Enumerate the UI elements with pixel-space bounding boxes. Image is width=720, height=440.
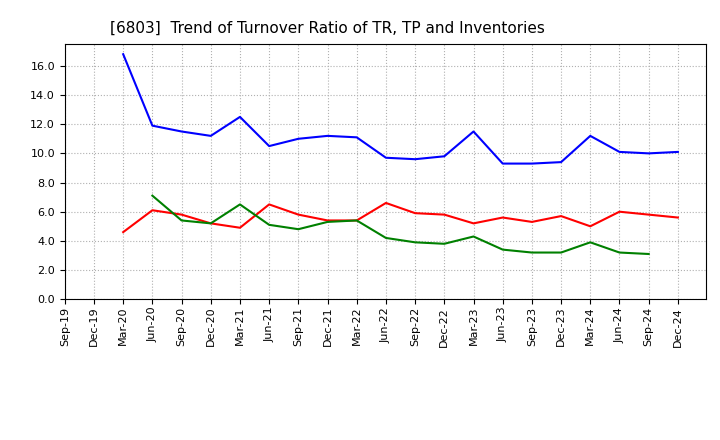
Inventories (469, 234, 478, 239)
Trade Payables (294, 136, 302, 141)
Trade Receivables (411, 210, 420, 216)
Trade Payables (235, 114, 244, 120)
Trade Payables (382, 155, 390, 161)
Trade Payables (557, 159, 565, 165)
Trade Receivables (382, 200, 390, 205)
Trade Payables (440, 154, 449, 159)
Inventories (235, 202, 244, 207)
Trade Receivables (177, 212, 186, 217)
Trade Receivables (440, 212, 449, 217)
Trade Receivables (119, 230, 127, 235)
Inventories (352, 218, 361, 223)
Trade Payables (469, 129, 478, 134)
Trade Payables (352, 135, 361, 140)
Trade Payables (265, 143, 274, 149)
Trade Receivables (207, 221, 215, 226)
Inventories (586, 240, 595, 245)
Trade Payables (528, 161, 536, 166)
Trade Receivables (498, 215, 507, 220)
Trade Payables (323, 133, 332, 139)
Trade Receivables (469, 221, 478, 226)
Trade Payables (177, 129, 186, 134)
Trade Receivables (557, 213, 565, 219)
Trade Receivables (644, 212, 653, 217)
Trade Receivables (615, 209, 624, 214)
Trade Payables (615, 149, 624, 154)
Trade Receivables (528, 219, 536, 224)
Text: [6803]  Trend of Turnover Ratio of TR, TP and Inventories: [6803] Trend of Turnover Ratio of TR, TP… (109, 21, 544, 36)
Inventories (177, 218, 186, 223)
Legend: Trade Receivables, Trade Payables, Inventories: Trade Receivables, Trade Payables, Inven… (161, 438, 610, 440)
Line: Trade Payables: Trade Payables (123, 54, 678, 164)
Trade Receivables (673, 215, 682, 220)
Inventories (498, 247, 507, 252)
Trade Receivables (265, 202, 274, 207)
Inventories (382, 235, 390, 241)
Trade Payables (119, 51, 127, 57)
Inventories (294, 227, 302, 232)
Trade Receivables (148, 208, 157, 213)
Trade Payables (673, 149, 682, 154)
Trade Payables (411, 157, 420, 162)
Inventories (148, 193, 157, 198)
Trade Payables (148, 123, 157, 128)
Trade Payables (644, 151, 653, 156)
Trade Payables (586, 133, 595, 139)
Trade Payables (498, 161, 507, 166)
Trade Receivables (235, 225, 244, 231)
Inventories (615, 250, 624, 255)
Inventories (207, 221, 215, 226)
Inventories (265, 222, 274, 227)
Trade Receivables (352, 218, 361, 223)
Inventories (644, 251, 653, 257)
Trade Receivables (323, 218, 332, 223)
Line: Trade Receivables: Trade Receivables (123, 203, 678, 232)
Inventories (411, 240, 420, 245)
Trade Payables (207, 133, 215, 139)
Inventories (528, 250, 536, 255)
Line: Inventories: Inventories (153, 196, 649, 254)
Inventories (440, 241, 449, 246)
Inventories (557, 250, 565, 255)
Inventories (323, 219, 332, 224)
Trade Receivables (294, 212, 302, 217)
Trade Receivables (586, 224, 595, 229)
